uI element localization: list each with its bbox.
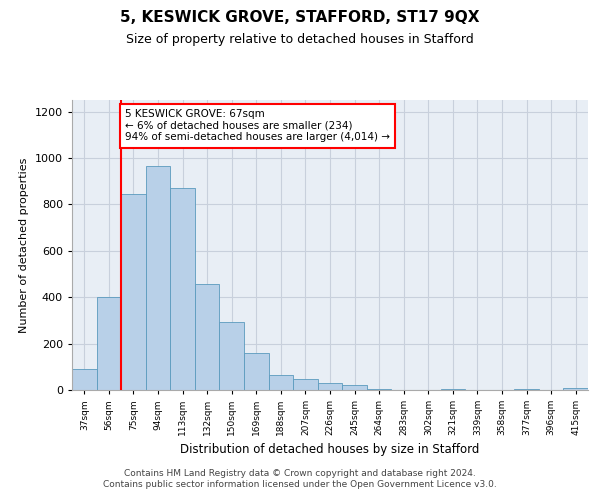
Bar [195,284,220,390]
Bar [269,375,293,390]
Bar [97,297,121,390]
Bar [244,353,269,390]
Bar [220,322,244,390]
Text: Contains public sector information licensed under the Open Government Licence v3: Contains public sector information licen… [103,480,497,489]
Bar [72,369,97,390]
Bar [293,379,318,390]
Bar [342,386,367,390]
Bar [514,389,539,390]
Bar [146,166,170,390]
Bar [318,383,342,390]
Text: 5 KESWICK GROVE: 67sqm
← 6% of detached houses are smaller (234)
94% of semi-det: 5 KESWICK GROVE: 67sqm ← 6% of detached … [125,110,390,142]
Text: 5, KESWICK GROVE, STAFFORD, ST17 9QX: 5, KESWICK GROVE, STAFFORD, ST17 9QX [120,10,480,25]
Bar [563,388,588,390]
Bar [121,194,146,390]
Bar [170,188,195,390]
Text: Distribution of detached houses by size in Stafford: Distribution of detached houses by size … [181,442,479,456]
Text: Contains HM Land Registry data © Crown copyright and database right 2024.: Contains HM Land Registry data © Crown c… [124,468,476,477]
Y-axis label: Number of detached properties: Number of detached properties [19,158,29,332]
Bar [367,389,391,390]
Bar [440,389,465,390]
Text: Size of property relative to detached houses in Stafford: Size of property relative to detached ho… [126,32,474,46]
